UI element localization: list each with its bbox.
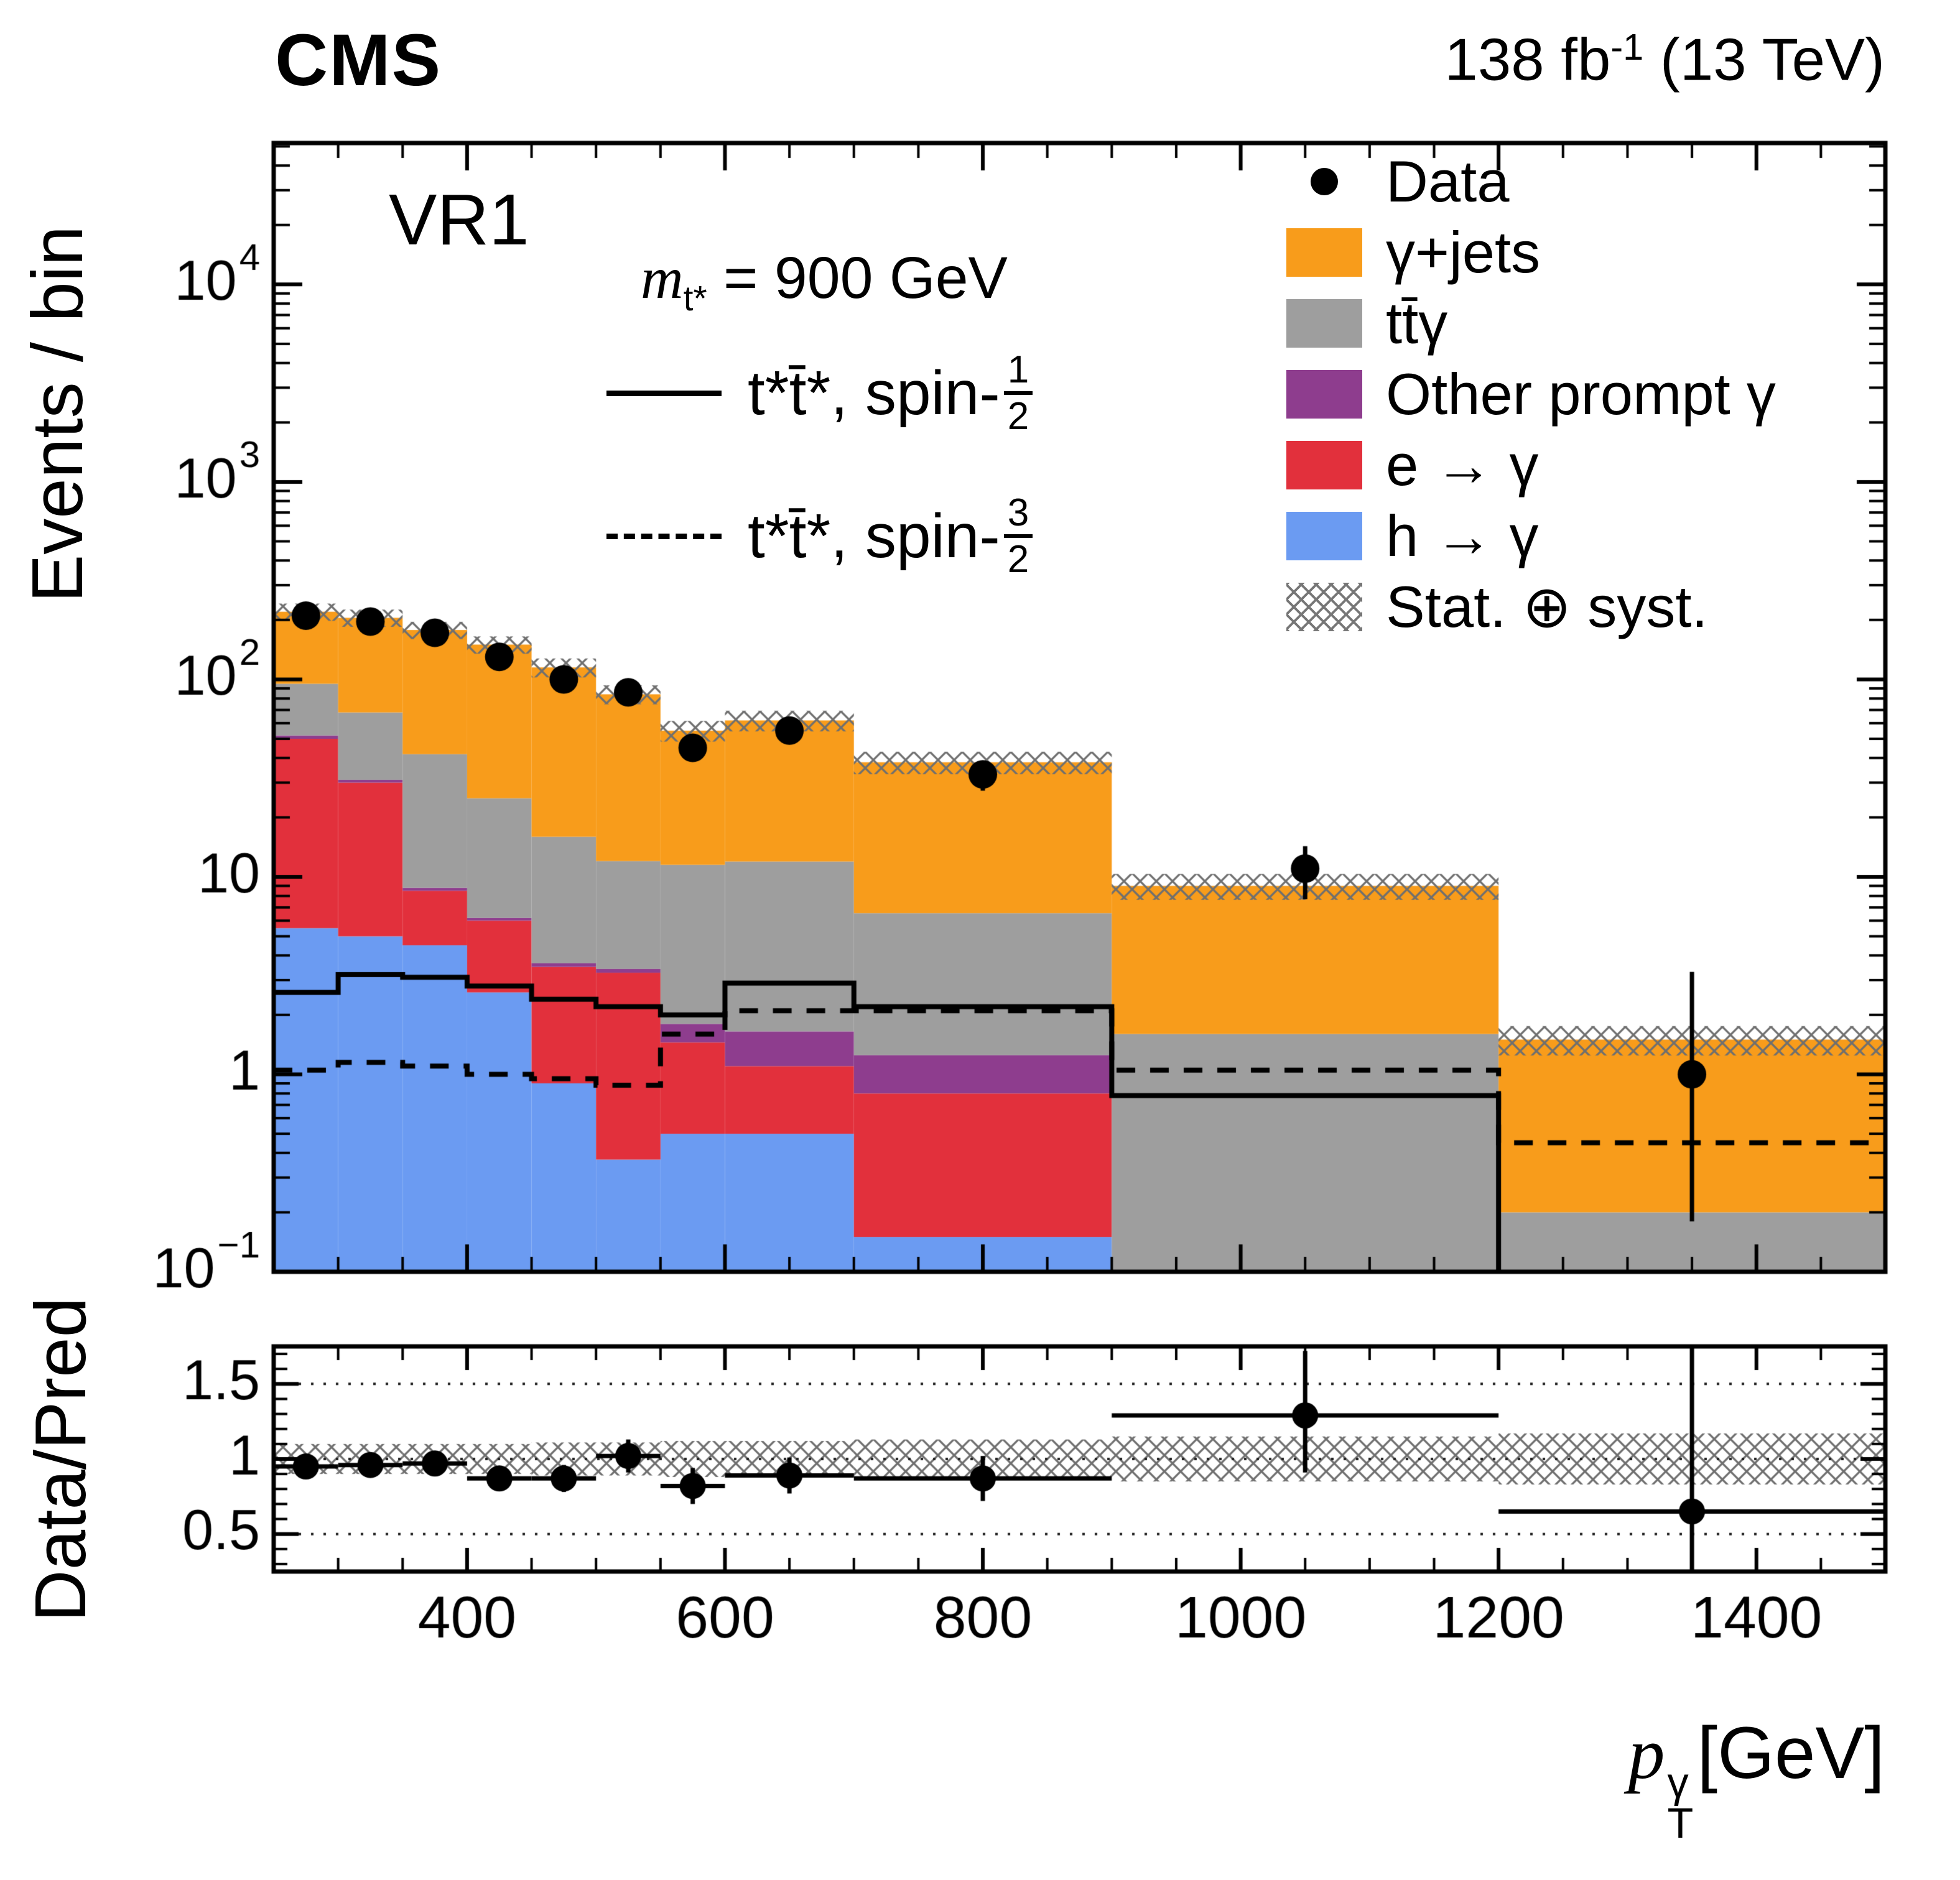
mass-subscript: t*	[683, 278, 707, 318]
solid-line-sample	[606, 390, 722, 396]
legend-label: tt̄γ	[1386, 290, 1448, 356]
egamma-swatch	[1286, 441, 1362, 489]
fraction-numerator: 1	[1003, 348, 1033, 396]
x-axis-unit: [GeV]	[1697, 1712, 1885, 1794]
data-marker-icon	[1286, 157, 1362, 206]
lumi-exponent: -1	[1610, 26, 1644, 68]
legend-label: e → γ	[1386, 432, 1539, 498]
legend-item-gammajets: γ+jets	[1286, 221, 1776, 284]
ttgamma-swatch	[1286, 299, 1362, 348]
signal-spin12-label: t*t̄*, spin- 1 2	[748, 348, 1033, 438]
signal-mass-label: mt* = 900 GeV	[641, 249, 1008, 317]
fraction-denominator: 2	[1007, 395, 1029, 438]
x-axis-title: p γ T [GeV]	[1628, 1713, 1885, 1847]
signal-spin12-text: t*t̄*, spin-	[748, 358, 1000, 428]
signal-spin32-text: t*t̄*, spin-	[748, 501, 1000, 572]
pt-superscript: γ	[1667, 1758, 1689, 1807]
hgamma-swatch	[1286, 512, 1362, 560]
legend-item-ttgamma: tt̄γ	[1286, 292, 1776, 354]
other-prompt-swatch	[1286, 370, 1362, 419]
experiment-label: CMS	[275, 19, 442, 101]
fraction-denominator: 2	[1007, 538, 1029, 581]
legend-label: Other prompt γ	[1386, 361, 1776, 427]
legend-label: Stat. ⊕ syst.	[1386, 574, 1708, 639]
luminosity-label: 138 fb-1 (13 TeV)	[1444, 29, 1885, 90]
fraction-numerator: 3	[1003, 491, 1033, 539]
legend-item-uncertainty: Stat. ⊕ syst.	[1286, 576, 1776, 638]
y-axis-title-main: Events / bin	[17, 225, 98, 603]
gammajets-swatch	[1286, 228, 1362, 277]
legend-label: γ+jets	[1386, 220, 1541, 285]
legend-item-hgamma: h → γ	[1286, 505, 1776, 567]
dashed-line-sample	[606, 533, 722, 539]
legend-item-egamma: e → γ	[1286, 434, 1776, 496]
legend-label: Data	[1386, 149, 1510, 214]
signal-spin32-label: t*t̄*, spin- 3 2	[748, 491, 1033, 581]
legend-item-data: Data	[1286, 150, 1776, 213]
mass-symbol: m	[641, 245, 684, 311]
region-label: VR1	[389, 179, 529, 260]
signal-legend-spin12: t*t̄*, spin- 1 2	[606, 348, 1033, 438]
signal-legend-spin32: t*t̄*, spin- 3 2	[606, 491, 1033, 581]
legend-item-other-prompt: Other prompt γ	[1286, 363, 1776, 425]
mass-value: = 900 GeV	[707, 245, 1008, 311]
lumi-energy: (13 TeV)	[1643, 26, 1885, 93]
lumi-value: 138 fb	[1444, 26, 1611, 93]
uncertainty-hatch-icon	[1286, 583, 1362, 631]
legend: Data γ+jets tt̄γ Other prompt γ e → γ h …	[1286, 150, 1776, 647]
pt-symbol: p	[1628, 1713, 1665, 1794]
legend-label: h → γ	[1386, 503, 1539, 568]
pt-subscript: T	[1667, 1799, 1694, 1847]
y-axis-title-ratio: Data/Pred	[20, 1297, 101, 1623]
